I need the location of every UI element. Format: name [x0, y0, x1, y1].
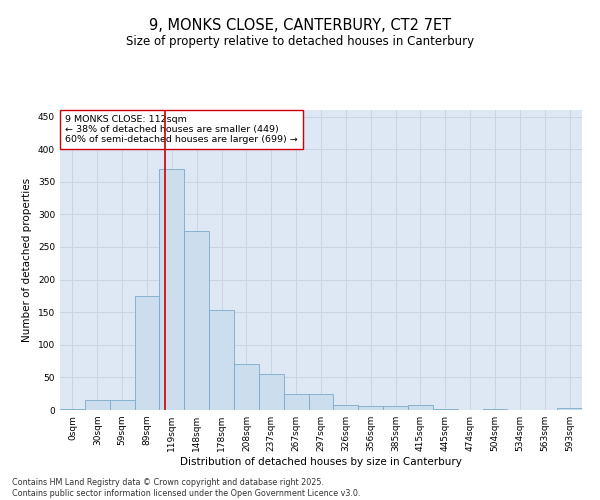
Bar — [110, 400, 134, 410]
X-axis label: Distribution of detached houses by size in Canterbury: Distribution of detached houses by size … — [180, 457, 462, 467]
Text: Size of property relative to detached houses in Canterbury: Size of property relative to detached ho… — [126, 35, 474, 48]
Bar — [557, 408, 582, 410]
Bar — [234, 364, 259, 410]
Bar — [334, 405, 358, 410]
Text: 9 MONKS CLOSE: 112sqm
← 38% of detached houses are smaller (449)
60% of semi-det: 9 MONKS CLOSE: 112sqm ← 38% of detached … — [65, 114, 298, 144]
Y-axis label: Number of detached properties: Number of detached properties — [22, 178, 32, 342]
Text: Contains HM Land Registry data © Crown copyright and database right 2025.
Contai: Contains HM Land Registry data © Crown c… — [12, 478, 361, 498]
Bar — [134, 296, 160, 410]
Bar — [358, 406, 383, 410]
Bar — [383, 406, 408, 410]
Bar — [284, 394, 308, 410]
Text: 9, MONKS CLOSE, CANTERBURY, CT2 7ET: 9, MONKS CLOSE, CANTERBURY, CT2 7ET — [149, 18, 451, 32]
Bar — [308, 394, 334, 410]
Bar — [408, 406, 433, 410]
Bar — [160, 168, 184, 410]
Bar — [184, 230, 209, 410]
Bar — [85, 400, 110, 410]
Bar — [209, 310, 234, 410]
Bar — [60, 408, 85, 410]
Bar — [259, 374, 284, 410]
